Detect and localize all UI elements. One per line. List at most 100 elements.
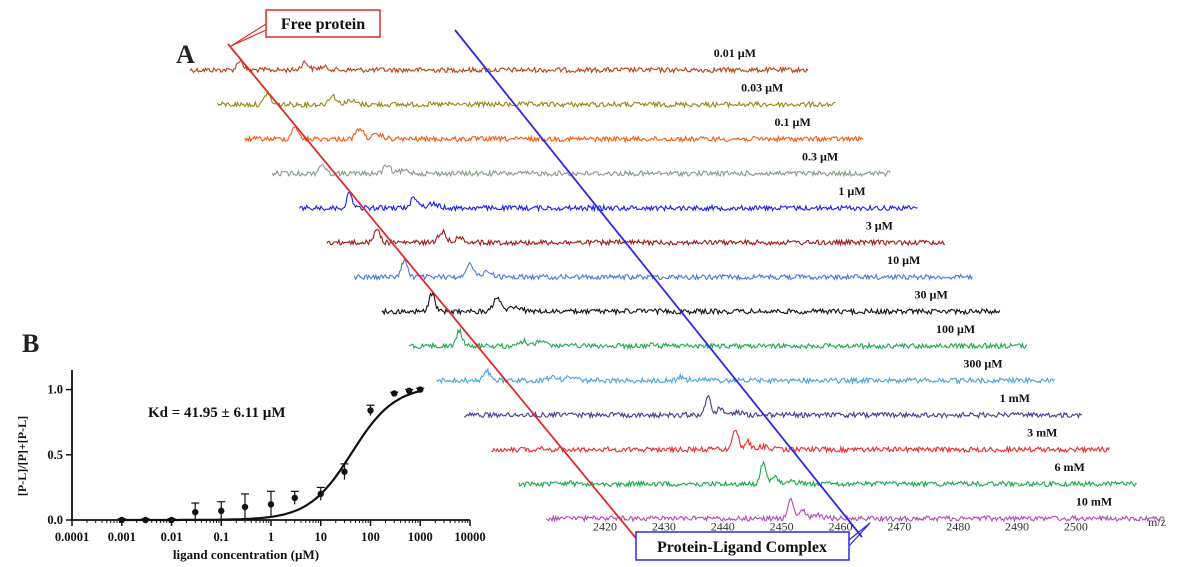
mz-tick-label: 2480 — [946, 520, 970, 534]
concentration-label: 3 µM — [866, 219, 893, 233]
panel-b-label: B — [22, 329, 39, 358]
spectrum-line — [244, 125, 864, 144]
spectrum-trace: 1 mM — [464, 391, 1083, 420]
spectrum-trace: 3 mM — [491, 426, 1110, 454]
spectrum-trace: 3 µM — [326, 219, 946, 247]
binding-point — [217, 501, 226, 520]
concentration-label: 10 mM — [1076, 495, 1112, 509]
data-point — [218, 507, 225, 515]
b-x-tick-label: 0.001 — [108, 530, 136, 544]
free-protein-callout: Free protein — [230, 9, 381, 47]
binding-point — [141, 516, 150, 524]
concentration-label: 30 µM — [915, 288, 948, 302]
spectrum-line — [518, 460, 1137, 489]
peak-guide-lines — [227, 29, 863, 544]
spectrum-trace: 10 µM — [353, 253, 973, 282]
data-point — [241, 503, 249, 511]
panel-a-label: A — [176, 40, 195, 69]
panel-b: B 0.0001 0.001 0.01 0.1 1 10 100 1000 100000.00.… — [15, 329, 486, 562]
mz-tick-label: 2490 — [1005, 520, 1029, 534]
concentration-label: 0.03 µM — [741, 81, 783, 95]
complex-label: Protein-Ligand Complex — [657, 539, 827, 556]
binding-point — [240, 493, 249, 520]
concentration-label: 1 µM — [838, 184, 865, 198]
data-point — [142, 516, 149, 524]
spectrum-trace: 1 µM — [299, 184, 918, 213]
ms-spectra-stack: 0.01 µM 0.03 µM 0.1 µM 0.3 µM 1 µM 3 µM 10 µM 3… — [189, 46, 1165, 524]
data-point — [417, 386, 424, 393]
data-point — [341, 468, 348, 475]
binding-point — [117, 516, 126, 524]
binding-data-points — [117, 386, 425, 524]
spectrum-trace: 300 µM — [436, 357, 1056, 386]
binding-point — [405, 387, 414, 395]
mz-tick-label: 2420 — [593, 520, 617, 534]
mz-axis-label: m/z — [1148, 515, 1166, 529]
spectrum-line — [545, 497, 1165, 524]
binding-point — [316, 486, 325, 501]
binding-point — [191, 502, 200, 520]
mz-tick-label: 2500 — [1064, 520, 1088, 534]
binding-point — [167, 516, 176, 524]
b-y-tick-label: 0.5 — [47, 448, 63, 462]
mz-tick-label: 2470 — [887, 520, 911, 534]
spectrum-line — [353, 259, 973, 282]
b-x-tick-label: 10000 — [454, 530, 485, 544]
data-point — [168, 516, 175, 524]
data-point — [291, 494, 298, 502]
spectrum-line — [408, 327, 1028, 351]
b-y-tick-label: 0.0 — [47, 513, 63, 527]
data-point — [267, 501, 275, 508]
b-x-tick-label: 1000 — [408, 530, 433, 544]
spectrum-trace: 30 µM — [381, 288, 1001, 316]
data-point — [406, 387, 413, 395]
mz-tick-label: 2460 — [828, 520, 852, 534]
spectrum-trace: 0.03 µM — [216, 81, 836, 109]
spectrum-line — [436, 368, 1056, 386]
spectrum-trace: 0.01 µM — [189, 46, 809, 75]
binding-point — [366, 404, 375, 416]
concentration-label: 1 mM — [1000, 391, 1030, 405]
data-point — [391, 390, 398, 397]
spectrum-line — [299, 191, 918, 213]
b-y-tick-label: 1.0 — [47, 383, 63, 397]
spectrum-trace: 6 mM — [518, 460, 1137, 489]
spectrum-trace: 10 mM — [545, 495, 1165, 524]
free-protein-box — [265, 9, 381, 38]
b-x-axis-label: ligand concentration (µM) — [173, 547, 319, 562]
spectrum-line — [491, 430, 1110, 454]
b-x-tick-label: 10 — [315, 530, 328, 544]
spectrum-line — [271, 163, 891, 178]
free-protein-pointer — [230, 23, 267, 47]
b-x-tick-label: 100 — [361, 530, 380, 544]
mz-axis: 2420 2430 2440 2450 2460 2470 2480 2490 2500 — [593, 520, 1088, 534]
complex-guide-line — [454, 29, 863, 538]
spectrum-line — [216, 90, 836, 109]
spectrum-line — [326, 228, 946, 247]
panel-a: A 0.01 µM 0.03 µM 0.1 µM 0.3 µM 1 µM 3 µM 10 µ… — [176, 9, 1166, 561]
b-x-tick-label: 0.01 — [161, 530, 183, 544]
b-x-tick-label: 0.1 — [213, 530, 229, 544]
data-point — [367, 407, 374, 414]
data-point — [317, 490, 324, 498]
data-point — [192, 508, 199, 516]
binding-point — [416, 386, 425, 393]
complex-box — [635, 531, 850, 561]
free-protein-guide-line — [227, 43, 641, 544]
b-x-tick-label: 1 — [268, 530, 274, 544]
mz-tick-label: 2430 — [652, 520, 676, 534]
spectrum-line — [464, 394, 1083, 420]
concentration-label: 300 µM — [963, 357, 1002, 371]
mz-tick-label: 2440 — [711, 520, 735, 534]
data-point — [118, 516, 125, 524]
binding-point — [390, 390, 399, 397]
kd-annotation: Kd = 41.95 ± 6.11 µM — [148, 405, 286, 421]
concentration-label: 0.1 µM — [775, 115, 811, 129]
binding-point — [340, 463, 349, 480]
spectrum-trace: 100 µM — [408, 322, 1028, 351]
spectrum-line — [381, 290, 1001, 316]
complex-pointer — [848, 522, 871, 547]
binding-point — [267, 490, 275, 518]
free-protein-label: Free protein — [281, 16, 365, 33]
